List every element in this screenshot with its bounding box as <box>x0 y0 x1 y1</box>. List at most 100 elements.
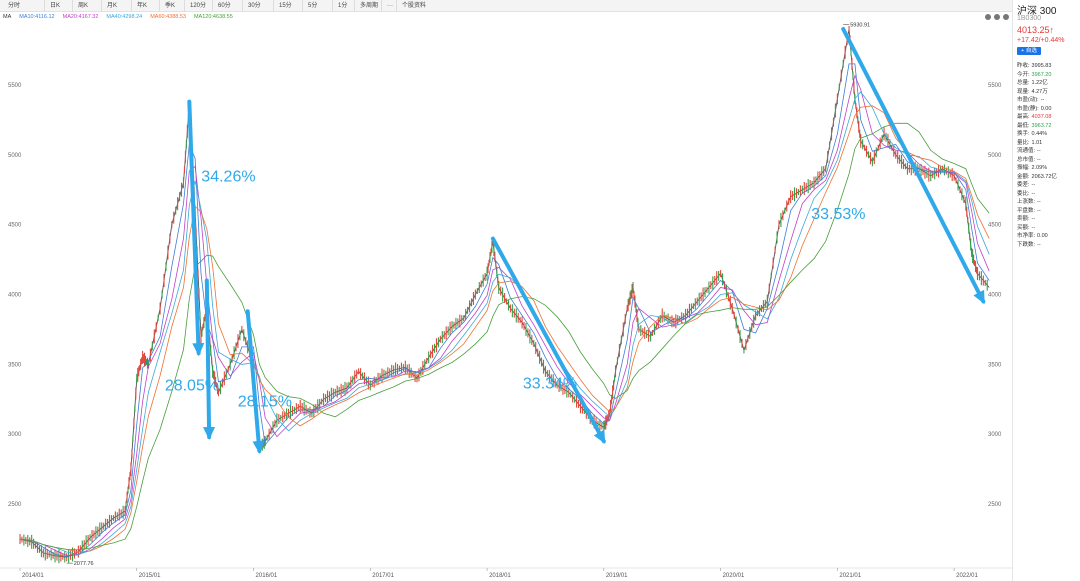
stat-label: 流通值: <box>1017 148 1036 154</box>
stat-label: 买额: <box>1017 224 1030 231</box>
stat-label: 昨收: <box>1017 63 1030 69</box>
drawdown-arrow-shaft <box>187 99 201 356</box>
stat-row: 最高: 4037.08 <box>1017 113 1079 122</box>
y-tick-label-left: 3000 <box>8 432 22 438</box>
stock-name: 沪深 300 <box>1017 6 1057 17</box>
stat-label: 市净率: <box>1017 233 1036 239</box>
toolbar-divider <box>159 0 160 12</box>
x-tick-label: 2018/01 <box>489 573 511 579</box>
toolbar-item[interactable]: 个股资料 <box>402 3 427 9</box>
extreme-price-label: 2077.76 <box>74 561 94 567</box>
ma-legend-item: MA40:4298.24 <box>106 14 143 20</box>
stat-value: 3967.20 <box>1031 71 1052 78</box>
stat-row: 金额: 2063.72亿 <box>1017 173 1079 182</box>
x-tick-label: 2016/01 <box>256 573 278 579</box>
y-tick-label-right: 5000 <box>988 153 1002 159</box>
toolbar-divider <box>131 0 132 12</box>
y-tick-label-right: 3000 <box>988 432 1002 438</box>
window-control-icon[interactable] <box>994 14 1000 20</box>
ma-line <box>19 105 990 553</box>
stat-value: -- <box>1040 97 1045 103</box>
stat-row: 市净率: 0.00 <box>1017 232 1079 241</box>
stat-label: 平盘数: <box>1017 207 1036 214</box>
kline-chart[interactable]: 2500 2500 3000 3000 3500 3500 4000 4000 4500 4500… <box>0 22 1012 581</box>
toolbar-item[interactable]: 30分 <box>248 3 261 9</box>
stat-label: 金额: <box>1017 173 1030 180</box>
stat-value: -- <box>1037 156 1041 163</box>
stat-label: 总量: <box>1017 80 1030 86</box>
x-tick-label: 2015/01 <box>139 573 161 579</box>
x-tick-label: 2014/01 <box>22 573 44 579</box>
y-tick-label-left: 4000 <box>8 293 22 299</box>
toolbar-item[interactable]: 15分 <box>279 3 292 9</box>
ma-line <box>19 74 990 556</box>
toolbar-item[interactable]: 分时 <box>8 3 21 9</box>
stat-row: 平盘数: -- <box>1017 207 1079 216</box>
y-tick-label-right: 4500 <box>988 223 1002 229</box>
drawdown-label: 28.05% <box>165 378 219 395</box>
toolbar-item[interactable]: 日K <box>50 3 61 9</box>
toolbar-item[interactable]: 5分 <box>308 3 318 9</box>
y-tick-label-right: 5500 <box>988 83 1002 89</box>
toolbar-item[interactable]: 年K <box>137 3 148 9</box>
stat-label: 现量: <box>1017 88 1030 95</box>
stat-value: 1.01 <box>1031 139 1043 146</box>
stat-value: -- <box>1037 241 1041 248</box>
stat-row: 委差: -- <box>1017 181 1079 190</box>
drawdown-label: 34.26% <box>201 169 255 186</box>
window-control-icon[interactable] <box>985 14 991 20</box>
ma-legend-item: MA60:4388.53 <box>150 14 186 20</box>
drawdown-arrow-shaft <box>490 236 606 444</box>
drawdown-arrow-head <box>593 429 606 444</box>
window-control-icon[interactable] <box>1003 14 1009 20</box>
toolbar-item[interactable]: 月K <box>107 3 118 9</box>
toolbar-item[interactable]: 季K <box>165 3 176 9</box>
stat-value: -- <box>1031 190 1036 197</box>
stat-row: 量比: 1.01 <box>1017 139 1079 148</box>
stat-value: -- <box>1031 216 1036 222</box>
quote-stats: 昨收: 3995.83 今开: 3967.20 总量: 1.22亿 现量: 4.27万 市盈(动… <box>1017 62 1079 249</box>
x-tick-label: 2021/01 <box>839 573 861 579</box>
ma-line <box>19 122 990 551</box>
drawdown-arrow-shaft <box>245 309 262 454</box>
y-tick-label-left: 5500 <box>8 83 22 89</box>
stat-row: 市盈(动): -- <box>1017 96 1079 105</box>
toolbar-item[interactable]: 周K <box>78 3 89 9</box>
stat-value: 0.44% <box>1031 131 1048 137</box>
y-tick-label-right: 3500 <box>988 362 1002 368</box>
price-change: +17.42/+0.44% <box>1017 37 1065 44</box>
stat-label: 振幅: <box>1017 165 1030 171</box>
stat-label: 卖额: <box>1017 216 1030 222</box>
ma-legend-item: MA120:4638.55 <box>193 14 233 20</box>
toolbar-item[interactable]: ··· <box>387 3 393 9</box>
stat-row: 昨收: 3995.83 <box>1017 62 1079 71</box>
toolbar-divider <box>332 0 333 12</box>
stat-value: -- <box>1037 207 1041 214</box>
toolbar-item[interactable]: 多周期 <box>360 3 379 9</box>
stat-row: 卖额: -- <box>1017 215 1079 224</box>
stat-value: 0.00 <box>1040 105 1052 112</box>
ma-legend-prefix: MA <box>3 14 12 20</box>
toolbar-item[interactable]: 1分 <box>338 3 348 9</box>
toolbar-item[interactable]: 120分 <box>190 3 207 9</box>
stat-row: 委比: -- <box>1017 190 1079 199</box>
toolbar-divider <box>396 0 397 12</box>
add-favorite-button[interactable]: + 自选 <box>1017 47 1041 55</box>
y-tick-label-right: 2500 <box>988 502 1002 508</box>
drawdown-arrow-head <box>252 440 265 455</box>
stat-row: 上涨数: -- <box>1017 198 1079 207</box>
stat-row: 总量: 1.22亿 <box>1017 79 1079 88</box>
toolbar-divider <box>184 0 185 12</box>
y-tick-label-left: 3500 <box>8 362 22 368</box>
toolbar-item[interactable]: 60分 <box>218 3 231 9</box>
toolbar-divider <box>381 0 382 12</box>
stat-row: 流通值: -- <box>1017 147 1079 156</box>
stat-row: 市盈(静): 0.00 <box>1017 105 1079 114</box>
stat-value: -- <box>1037 148 1041 154</box>
current-price: 4013.25↑ <box>1017 25 1055 35</box>
x-tick-label: 2019/01 <box>606 573 628 579</box>
stat-value: 2063.72亿 <box>1031 173 1057 180</box>
x-tick-label: 2022/01 <box>956 573 978 579</box>
stat-row: 总市值: -- <box>1017 156 1079 165</box>
toolbar-divider <box>354 0 355 12</box>
